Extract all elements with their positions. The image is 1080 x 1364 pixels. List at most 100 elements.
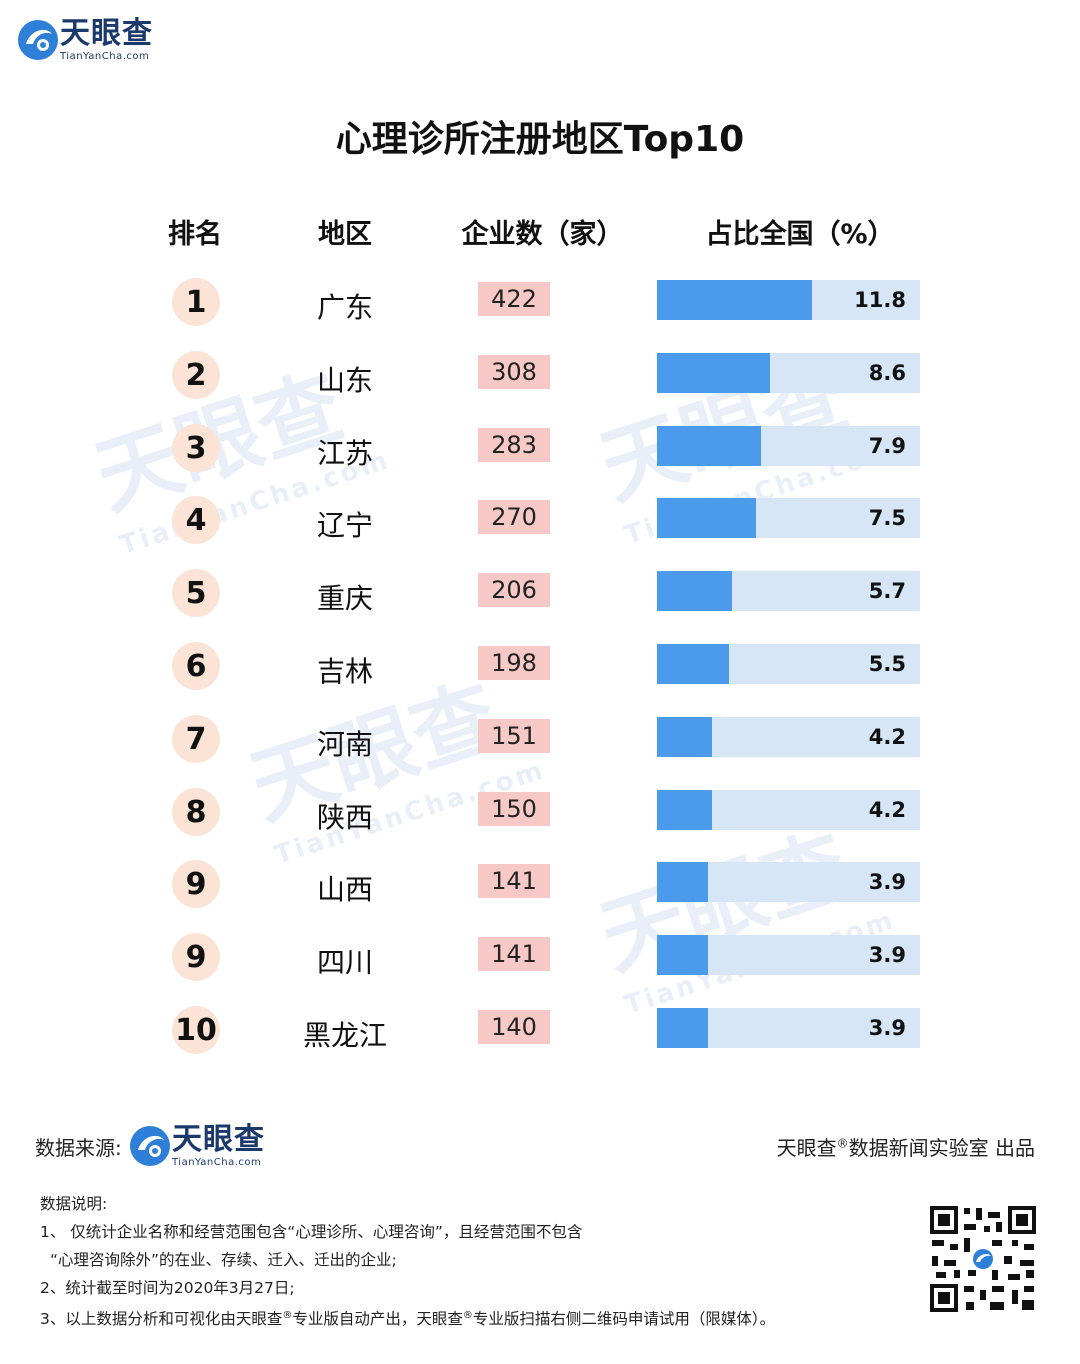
region-label: 黑龙江 — [302, 1019, 387, 1052]
tianyancha-logo-icon — [18, 20, 58, 60]
share-bar — [657, 571, 732, 611]
note-line-1: 1、 仅统计企业名称和经营范围包含“心理诊所、心理咨询”，且经营范围不包含 — [40, 1223, 583, 1241]
rank-badge: 3 — [172, 424, 220, 472]
share-value: 7.9 — [868, 434, 906, 458]
count-value: 150 — [478, 792, 550, 826]
data-table: 1 广东 422 11.8 2 山东 308 8.6 3 江苏 283 7.9 4 辽宁 270 7.5 5 重庆… — [0, 278, 1080, 1056]
rank-badge: 2 — [172, 351, 220, 399]
note-line-3a: 3、以上数据分析和可视化由天眼查 — [40, 1310, 283, 1329]
qr-code-icon[interactable] — [928, 1204, 1038, 1314]
rank-badge: 10 — [172, 1006, 220, 1054]
share-bar — [657, 644, 729, 684]
note-line-3c: 专业版扫描右侧二维码申请试用（限媒体）。 — [472, 1310, 776, 1329]
note-line-3: 3、以上数据分析和可视化由天眼查®专业版自动产出，天眼查®专业版扫描右侧二维码申… — [40, 1302, 775, 1333]
share-bar — [657, 426, 761, 466]
table-row: 6 吉林 198 5.5 — [0, 642, 1080, 692]
count-value: 422 — [478, 282, 550, 316]
share-bar-track: 3.9 — [657, 1008, 920, 1048]
count-value: 206 — [478, 573, 550, 607]
share-bar — [657, 790, 712, 830]
region-label: 辽宁 — [316, 509, 373, 542]
table-row: 9 山西 141 3.9 — [0, 860, 1080, 910]
share-bar-track: 8.6 — [657, 353, 920, 393]
share-value: 3.9 — [868, 943, 906, 967]
region-label: 吉林 — [316, 655, 373, 688]
producer-prefix: 天眼查 — [776, 1136, 837, 1160]
count-value: 151 — [478, 719, 550, 753]
count-value: 283 — [478, 428, 550, 462]
registered-mark: ® — [836, 1136, 849, 1151]
share-value: 3.9 — [868, 1016, 906, 1040]
table-row: 3 江苏 283 7.9 — [0, 424, 1080, 474]
share-bar-track: 11.8 — [657, 280, 920, 320]
rank-badge: 5 — [172, 569, 220, 617]
rank-badge: 4 — [172, 496, 220, 544]
share-value: 8.6 — [868, 361, 906, 385]
note-line-1-cont: “心理咨询除外”的在业、存续、迁入、迁出的企业; — [50, 1251, 397, 1269]
table-row: 5 重庆 206 5.7 — [0, 569, 1080, 619]
share-bar-track: 7.5 — [657, 498, 920, 538]
table-row: 8 陕西 150 4.2 — [0, 788, 1080, 838]
data-notes: 数据说明: 1、 仅统计企业名称和经营范围包含“心理诊所、心理咨询”，且经营范围… — [40, 1190, 775, 1333]
count-value: 198 — [478, 646, 550, 680]
count-value: 141 — [478, 937, 550, 971]
chart-title: 心理诊所注册地区Top10 — [335, 119, 745, 160]
registered-mark: ® — [282, 1310, 293, 1321]
share-bar — [657, 862, 708, 902]
share-bar-track: 3.9 — [657, 862, 920, 902]
count-value: 141 — [478, 864, 550, 898]
share-bar-track: 5.7 — [657, 571, 920, 611]
header-rank: 排名 — [168, 219, 222, 250]
registered-mark: ® — [462, 1310, 473, 1321]
count-value: 308 — [478, 355, 550, 389]
share-value: 7.5 — [868, 506, 906, 530]
share-value: 5.7 — [868, 579, 906, 603]
rank-badge: 1 — [172, 278, 220, 326]
table-row: 9 四川 141 3.9 — [0, 933, 1080, 983]
share-bar — [657, 717, 712, 757]
table-row: 1 广东 422 11.8 — [0, 278, 1080, 328]
producer-credit: 天眼查®数据新闻实验室 出品 — [777, 1132, 1035, 1161]
region-label: 重庆 — [316, 582, 373, 615]
region-label: 广东 — [316, 291, 373, 324]
region-label: 陕西 — [316, 801, 373, 834]
header-region: 地区 — [318, 219, 372, 250]
region-label: 山东 — [316, 364, 373, 397]
brand-domain: TianYanCha.com — [60, 50, 150, 62]
share-bar-track: 5.5 — [657, 644, 920, 684]
share-bar-track: 4.2 — [657, 717, 920, 757]
brand-logo: 天眼查 TianYanCha.com — [16, 18, 153, 62]
region-label: 河南 — [316, 728, 373, 761]
count-value: 140 — [478, 1010, 550, 1044]
tianyancha-logo-icon — [130, 1126, 170, 1166]
share-value: 5.5 — [868, 652, 906, 676]
header-share: 占比全国（%） — [705, 219, 895, 250]
brand-name: 天眼查 — [60, 15, 153, 51]
rank-badge: 9 — [172, 933, 220, 981]
share-bar — [657, 935, 708, 975]
share-bar — [657, 280, 812, 320]
rank-badge: 9 — [172, 860, 220, 908]
count-value: 270 — [478, 500, 550, 534]
source-brand-domain: TianYanCha.com — [172, 1156, 262, 1168]
source-logo: 天眼查 TianYanCha.com — [128, 1124, 265, 1168]
region-label: 山西 — [316, 873, 373, 906]
share-bar-track: 7.9 — [657, 426, 920, 466]
share-bar — [657, 498, 756, 538]
share-value: 11.8 — [854, 288, 906, 312]
share-value: 3.9 — [868, 870, 906, 894]
source-label: 数据来源: — [35, 1136, 122, 1160]
share-value: 4.2 — [868, 725, 906, 749]
table-row: 4 辽宁 270 7.5 — [0, 496, 1080, 546]
note-line-3b: 专业版自动产出，天眼查 — [292, 1310, 463, 1329]
share-value: 4.2 — [868, 798, 906, 822]
share-bar — [657, 1008, 708, 1048]
producer-suffix: 数据新闻实验室 出品 — [848, 1136, 1035, 1160]
table-row: 2 山东 308 8.6 — [0, 351, 1080, 401]
share-bar-track: 3.9 — [657, 935, 920, 975]
table-row: 10 黑龙江 140 3.9 — [0, 1006, 1080, 1056]
rank-badge: 6 — [172, 642, 220, 690]
region-label: 四川 — [316, 946, 373, 979]
region-label: 江苏 — [316, 437, 373, 470]
share-bar — [657, 353, 770, 393]
